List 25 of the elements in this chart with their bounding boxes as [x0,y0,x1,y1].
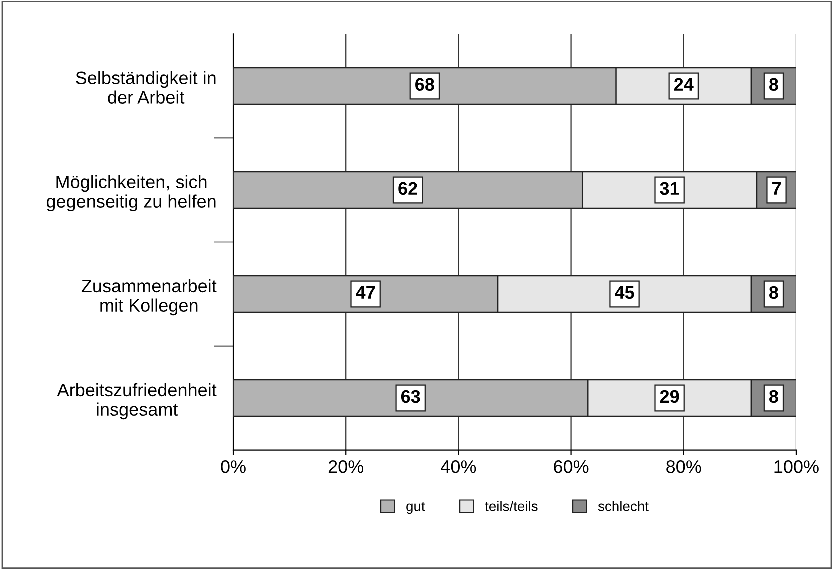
legend-label: teils/teils [485,501,538,512]
x-tick-label: 80% [666,460,702,474]
y-tick-label: Zusammenarbeit mit Kollegen [82,279,217,316]
data-label: 24 [674,78,694,91]
x-tick-label: 0% [221,460,246,474]
data-label: 29 [660,390,680,404]
y-tick-label: Arbeitszufriedenheit insgesamt [57,383,217,420]
data-label: 7 [772,182,781,195]
y-tick-label: Möglichkeiten, sich gegenseitig zu helfen [46,175,216,212]
legend-label: schlecht [598,501,649,512]
data-label: 63 [401,390,420,404]
data-label: 47 [356,286,376,299]
data-label: 31 [660,182,680,196]
data-label: 45 [615,286,634,300]
legend-label: gut [406,502,426,514]
data-label: 68 [416,78,434,92]
x-tick-label: 40% [441,460,476,474]
data-label: 8 [770,286,778,300]
x-tick-label: 100% [774,460,819,474]
data-label: 62 [398,182,418,196]
x-tick-label: 60% [554,460,589,474]
data-label: 8 [770,78,778,92]
x-tick-label: 20% [328,460,364,474]
y-tick-label: Selbständigkeit in der Arbeit [76,71,216,104]
data-label: 8 [770,390,778,404]
